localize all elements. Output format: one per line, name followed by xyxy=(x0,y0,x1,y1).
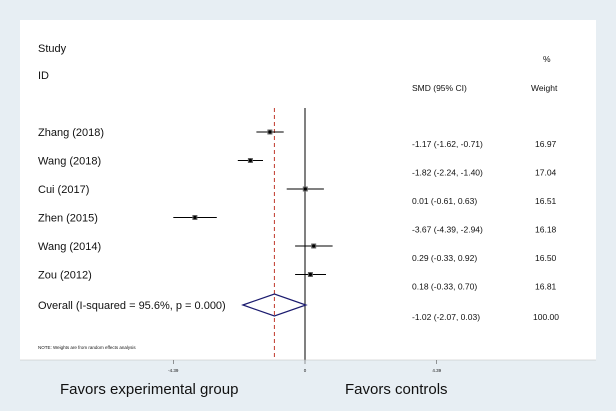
study-row: Zou (2012) 0.18 (-0.33, 0.70) 16.81 xyxy=(38,270,557,292)
point-estimate xyxy=(308,272,312,277)
weight-text: 16.81 xyxy=(535,282,557,292)
overall-diamond xyxy=(241,293,308,317)
point-estimate xyxy=(268,130,272,134)
plot-panel xyxy=(20,20,596,360)
overall-label: Overall (I-squared = 95.6%, p = 0.000) xyxy=(38,300,226,312)
study-row: Wang (2018) -1.82 (-2.24, -1.40) 17.04 xyxy=(38,156,557,178)
study-label: Zhen (2015) xyxy=(38,213,98,225)
favors-left-label: Favors experimental group xyxy=(60,381,238,398)
note-text: NOTE: Weights are from random effects an… xyxy=(38,345,136,350)
favors-right-label: Favors controls xyxy=(345,381,448,398)
x-tick-label: 0 xyxy=(304,368,307,373)
weight-text: 16.50 xyxy=(535,253,557,263)
point-estimate xyxy=(303,187,307,191)
point-estimate xyxy=(312,244,316,248)
weight-text: 16.18 xyxy=(535,225,557,235)
study-label: Zhang (2018) xyxy=(38,127,104,139)
study-row: Cui (2017) 0.01 (-0.61, 0.63) 16.51 xyxy=(38,184,557,206)
ci-text: -1.82 (-2.24, -1.40) xyxy=(412,168,483,178)
ci-text: 0.01 (-0.61, 0.63) xyxy=(412,196,477,206)
weight-text: 16.97 xyxy=(535,139,557,149)
header-smd: SMD (95% CI) xyxy=(412,83,467,93)
overall-ci-text: -1.02 (-2.07, 0.03) xyxy=(412,312,480,322)
study-label: Zou (2012) xyxy=(38,270,92,282)
header-study: Study xyxy=(38,43,67,55)
ci-text: -1.17 (-1.62, -0.71) xyxy=(412,139,483,149)
header-id: ID xyxy=(38,70,49,82)
ci-text: 0.18 (-0.33, 0.70) xyxy=(412,282,477,292)
weight-text: 17.04 xyxy=(535,168,557,178)
x-axis-ticks: -4.39 0 4.39 xyxy=(168,360,442,373)
overall-weight: 100.00 xyxy=(533,312,559,322)
study-row: Zhen (2015) -3.67 (-4.39, -2.94) 16.18 xyxy=(38,213,557,235)
point-estimate xyxy=(193,215,197,220)
ci-text: -3.67 (-4.39, -2.94) xyxy=(412,225,483,235)
ci-text: 0.29 (-0.33, 0.92) xyxy=(412,253,477,263)
study-label: Wang (2014) xyxy=(38,241,101,253)
study-label: Wang (2018) xyxy=(38,156,101,168)
header-percent: % xyxy=(543,54,551,64)
x-tick-label: 4.39 xyxy=(432,368,441,373)
point-estimate xyxy=(248,158,252,163)
x-tick-label: -4.39 xyxy=(168,368,179,373)
study-row: Wang (2014) 0.29 (-0.33, 0.92) 16.50 xyxy=(38,241,557,263)
header-weight: Weight xyxy=(531,83,558,93)
study-rows: Zhang (2018) -1.17 (-1.62, -0.71) 16.97 Wan… xyxy=(38,127,557,292)
weight-text: 16.51 xyxy=(535,196,557,206)
study-label: Cui (2017) xyxy=(38,184,89,196)
study-row: Zhang (2018) -1.17 (-1.62, -0.71) 16.97 xyxy=(38,127,557,149)
